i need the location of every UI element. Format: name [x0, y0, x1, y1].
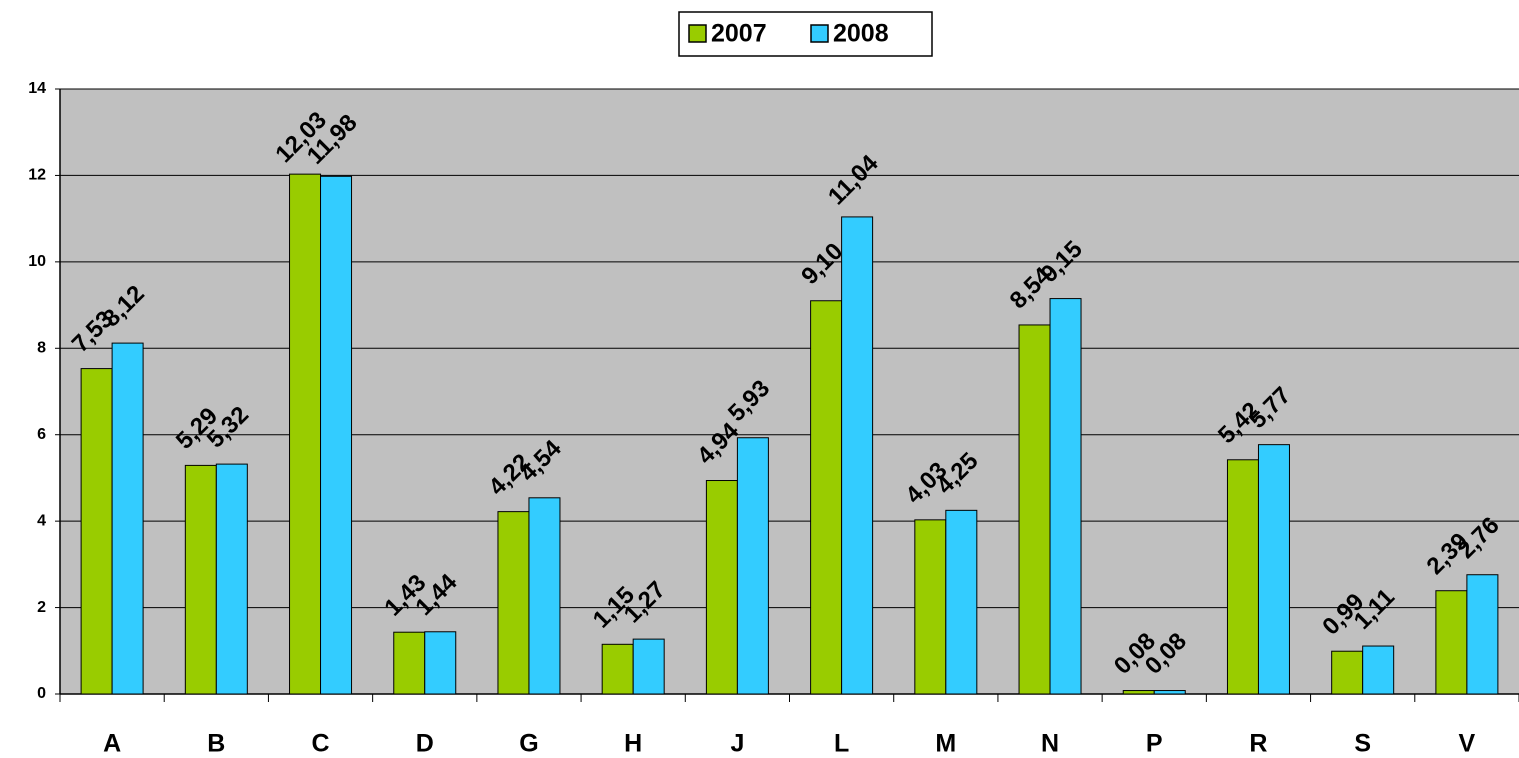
- bar: [1226, 459, 1259, 695]
- y-tick-label: 6: [37, 426, 46, 443]
- bar: [1466, 574, 1499, 695]
- legend-swatch: [810, 24, 829, 43]
- legend-label: 2007: [711, 20, 767, 48]
- bar: [111, 342, 144, 695]
- bar: [1153, 690, 1186, 695]
- bar: [497, 511, 530, 695]
- x-tick-label: D: [416, 730, 434, 758]
- bar: [914, 519, 947, 695]
- x-tick-label: B: [207, 730, 225, 758]
- bar: [705, 480, 738, 695]
- plot-area: [60, 89, 1519, 694]
- bar: [601, 643, 634, 695]
- bar: [1362, 645, 1395, 695]
- bar: [184, 464, 217, 695]
- x-tick-label: H: [624, 730, 642, 758]
- bar: [215, 463, 248, 695]
- x-tick-label: N: [1041, 730, 1059, 758]
- bar: [945, 509, 978, 695]
- bar: [393, 631, 426, 695]
- bar: [1257, 444, 1290, 695]
- bar: [736, 437, 769, 695]
- bar: [424, 631, 457, 695]
- y-tick-label: 14: [28, 80, 46, 97]
- x-tick-label: P: [1146, 730, 1163, 758]
- bar: [528, 497, 561, 695]
- y-tick-label: 10: [28, 253, 46, 270]
- x-tick-label: C: [312, 730, 330, 758]
- y-tick-label: 8: [37, 340, 46, 357]
- y-tick-label: 0: [37, 685, 46, 702]
- y-tick-label: 4: [37, 512, 46, 529]
- bar: [1331, 650, 1364, 695]
- bar: [289, 173, 322, 695]
- x-tick-label: A: [103, 730, 121, 758]
- x-tick-label: L: [834, 730, 849, 758]
- bar: [1435, 590, 1468, 695]
- bar: [810, 300, 843, 695]
- bar: [1049, 298, 1082, 695]
- bar: [320, 175, 353, 695]
- bar: [1122, 690, 1155, 695]
- x-tick-label: G: [519, 730, 538, 758]
- legend-label: 2008: [833, 20, 889, 48]
- legend-box: [678, 11, 933, 57]
- bar: [841, 216, 874, 695]
- bar: [1018, 324, 1051, 695]
- bar: [80, 368, 113, 695]
- y-tick-label: 12: [28, 167, 46, 184]
- legend-swatch: [688, 24, 707, 43]
- y-tick-label: 2: [37, 599, 46, 616]
- x-tick-label: J: [730, 730, 744, 758]
- x-tick-label: R: [1249, 730, 1267, 758]
- x-tick-label: M: [935, 730, 956, 758]
- x-tick-label: S: [1354, 730, 1371, 758]
- bar: [632, 638, 665, 695]
- x-tick-label: V: [1459, 730, 1476, 758]
